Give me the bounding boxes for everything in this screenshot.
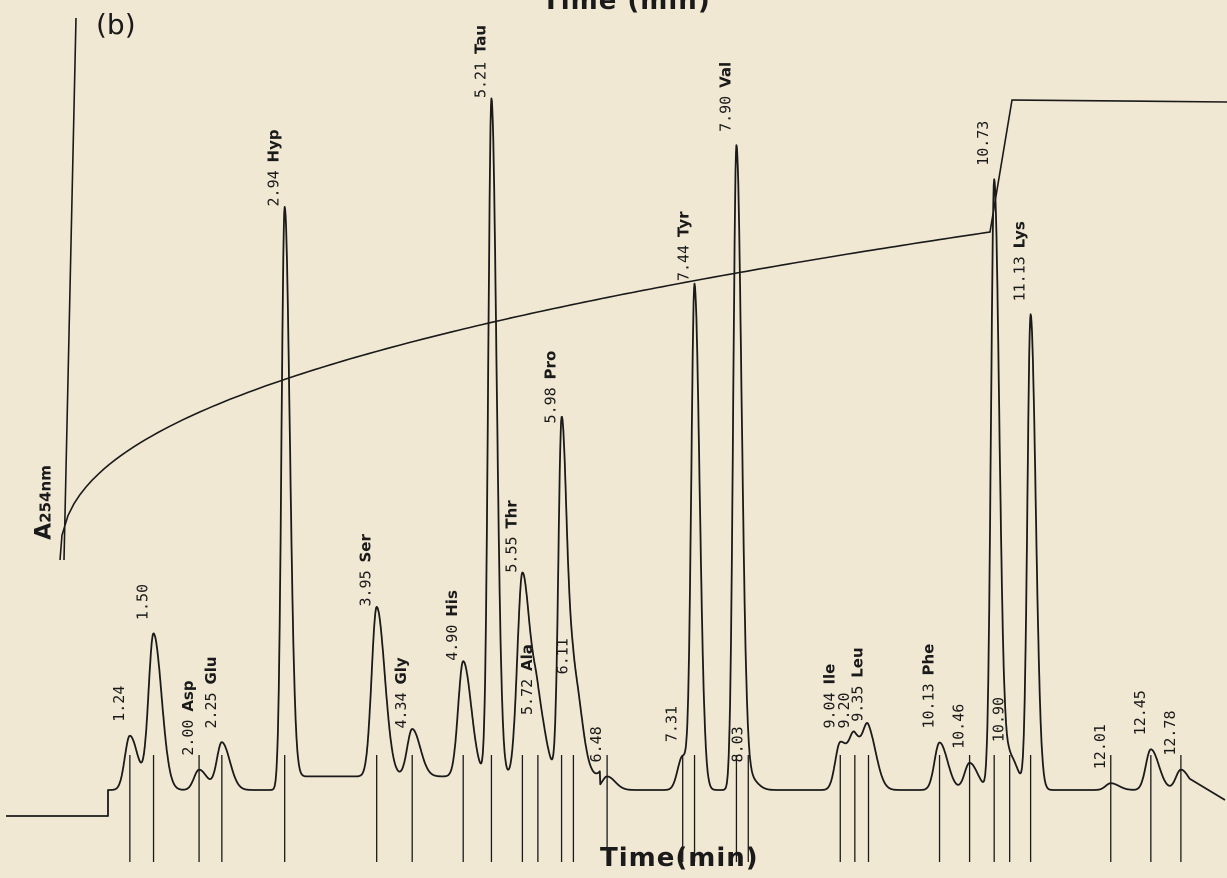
retention-time-label: 11.13	[1011, 256, 1029, 301]
retention-time-label: 9.04	[820, 692, 838, 728]
amino-acid-label: His	[443, 590, 461, 617]
x-axis-label: Time(min)	[600, 843, 759, 873]
y-axis-line	[63, 17, 77, 561]
amino-acid-label: Thr	[502, 500, 520, 529]
retention-time-label: 2.25	[202, 692, 220, 728]
amino-acid-label: Ser	[357, 534, 375, 563]
retention-time-label: 6.11	[553, 638, 571, 674]
retention-time-label: 6.48	[587, 726, 605, 762]
retention-time-label: 5.98	[542, 387, 560, 423]
retention-time-label: 7.90	[716, 96, 734, 132]
retention-time-label: 12.78	[1161, 711, 1179, 756]
retention-time-label: 3.95	[357, 570, 375, 606]
amino-acid-label: Tyr	[675, 211, 693, 237]
retention-time-label: 7.44	[675, 245, 693, 281]
retention-time-label: 10.46	[950, 704, 968, 749]
amino-acid-label: Lys	[1011, 221, 1029, 248]
retention-time-label: 2.94	[265, 170, 283, 206]
amino-acid-label: Pro	[542, 351, 560, 380]
retention-time-label: 1.50	[134, 584, 152, 620]
panel-label: (b)	[96, 8, 136, 41]
retention-time-label: 1.24	[110, 686, 128, 722]
amino-acid-label: Ala	[518, 644, 536, 671]
chromatogram-trace	[6, 97, 1226, 817]
retention-time-label: 8.03	[728, 726, 746, 762]
amino-acid-label: Tau	[471, 25, 489, 54]
amino-acid-label: Glu	[202, 656, 220, 684]
retention-time-label: 7.31	[663, 706, 681, 742]
top-axis-label: Time (min)	[542, 0, 711, 16]
retention-time-label: 5.72	[518, 679, 536, 715]
retention-time-label: 10.90	[990, 697, 1008, 742]
retention-time-label: 4.34	[392, 692, 410, 728]
retention-time-label: 2.00	[179, 720, 197, 756]
gradient-profile-line	[59, 99, 1227, 561]
retention-time-markers	[129, 755, 1182, 862]
amino-acid-label: Gly	[392, 657, 410, 684]
retention-time-label: 9.20	[835, 692, 853, 728]
amino-acid-label: Ile	[820, 664, 838, 685]
retention-time-label: 5.55	[502, 536, 520, 572]
axes	[63, 17, 77, 561]
retention-time-label: 10.13	[920, 683, 938, 728]
amino-acid-label: Leu	[848, 647, 866, 677]
amino-acid-label: Phe	[920, 644, 938, 676]
retention-time-label: 12.45	[1131, 690, 1149, 735]
amino-acid-label: Hyp	[265, 129, 283, 162]
retention-time-label: 10.73	[974, 121, 992, 166]
peak-labels: 1.24 1.50 2.00 Asp 2.25 Glu 2.94 Hyp 3.95 Ser 4.34…	[110, 25, 1179, 769]
amino-acid-label: Val	[716, 62, 734, 88]
retention-time-label: 5.21	[471, 62, 489, 98]
retention-time-label: 4.90	[443, 625, 461, 661]
retention-time-label: 9.35	[848, 686, 866, 722]
amino-acid-label: Asp	[179, 680, 197, 712]
retention-time-label: 12.01	[1091, 724, 1109, 769]
